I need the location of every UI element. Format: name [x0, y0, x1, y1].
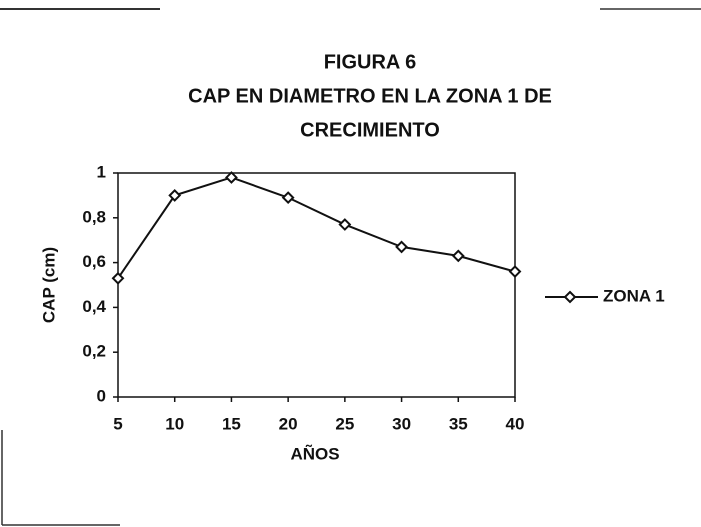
y-tick-label: 0,4 — [82, 297, 106, 316]
legend-label: ZONA 1 — [603, 286, 665, 305]
data-point — [338, 218, 352, 231]
y-tick-label: 0 — [97, 386, 106, 405]
series-line — [117, 176, 516, 279]
legend-marker — [563, 290, 577, 304]
chart-title: CAP EN DIAMETRO EN LA ZONA 1 DE — [188, 85, 552, 107]
data-point — [395, 240, 408, 254]
y-tick-label: 1 — [97, 162, 106, 181]
x-tick-label: 35 — [449, 414, 468, 433]
x-tick-label: 40 — [506, 414, 525, 433]
x-axis-label: AÑOS — [290, 443, 339, 463]
chart-title: CRECIMIENTO — [300, 119, 440, 141]
y-tick-label: 0,2 — [82, 342, 106, 361]
x-tick-label: 5 — [113, 414, 122, 433]
data-point — [281, 191, 295, 205]
chart-title: FIGURA 6 — [324, 51, 417, 73]
x-tick-label: 15 — [222, 414, 241, 433]
x-tick-label: 30 — [392, 414, 411, 433]
y-tick-label: 0,8 — [82, 207, 106, 226]
data-point — [225, 171, 238, 184]
x-tick-label: 10 — [165, 414, 184, 433]
data-point — [168, 188, 182, 202]
y-tick-label: 0,6 — [82, 252, 106, 271]
data-point — [111, 271, 125, 285]
data-point — [508, 265, 522, 278]
plot-frame — [117, 172, 516, 398]
y-axis-label: CAP (cm) — [39, 247, 58, 323]
x-tick-label: 25 — [335, 414, 354, 433]
x-tick-label: 20 — [279, 414, 298, 433]
data-point — [451, 249, 465, 263]
